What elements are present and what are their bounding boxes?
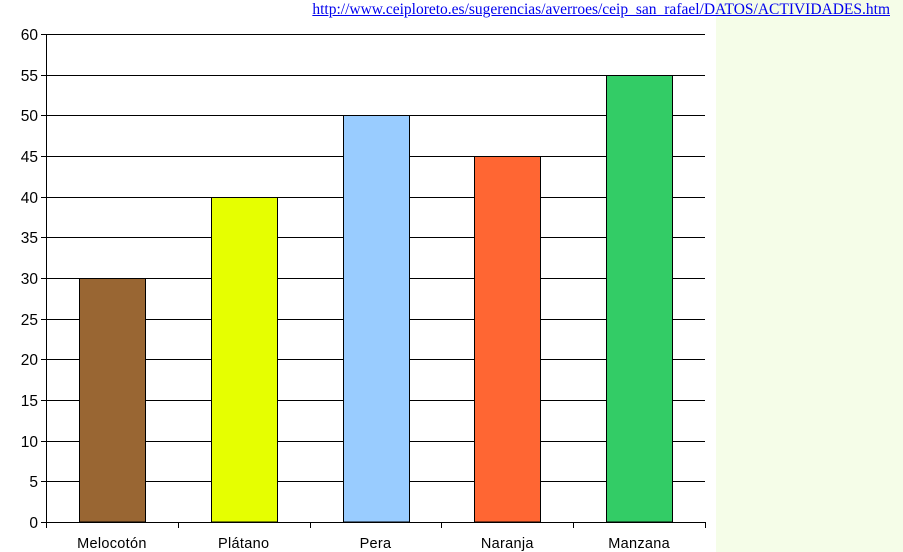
y-tick-label: 5 [29, 474, 38, 491]
y-tick-label: 10 [21, 434, 39, 451]
side-panel [716, 0, 903, 552]
x-tick-label: Naranja [481, 536, 535, 552]
x-tick-label: Manzana [608, 536, 670, 552]
y-tick-labels: 0 5 10 15 20 25 30 35 40 45 50 55 60 [21, 27, 39, 532]
y-tick-label: 25 [21, 312, 38, 329]
y-tick-label: 55 [21, 68, 38, 85]
bar-5 [606, 75, 673, 523]
bar-2 [211, 197, 278, 523]
y-tick-label: 40 [21, 190, 39, 207]
x-tick-label: Plátano [218, 536, 269, 552]
bar-3 [343, 115, 410, 523]
source-link[interactable]: http://www.ceiploreto.es/sugerencias/ave… [312, 1, 890, 18]
y-tick-label: 20 [21, 352, 39, 369]
y-tick-label: 50 [21, 108, 39, 125]
bar-1 [79, 278, 146, 523]
axes [41, 34, 706, 528]
bar-chart: 0 5 10 15 20 25 30 35 40 45 50 55 60 Melocotón Plátan… [21, 27, 706, 552]
x-tick-label: Melocotón [77, 536, 147, 552]
y-tick-label: 30 [21, 271, 39, 288]
y-tick-label: 45 [21, 149, 38, 166]
bars [79, 75, 673, 523]
x-tick-label: Pera [360, 536, 392, 552]
y-tick-label: 15 [21, 393, 38, 410]
y-tick-label: 60 [21, 27, 39, 44]
x-tick-labels: Melocotón Plátano Pera Naranja Manzana [77, 536, 670, 552]
y-tick-label: 0 [29, 515, 38, 532]
y-tick-label: 35 [21, 230, 38, 247]
bar-4 [474, 156, 541, 523]
